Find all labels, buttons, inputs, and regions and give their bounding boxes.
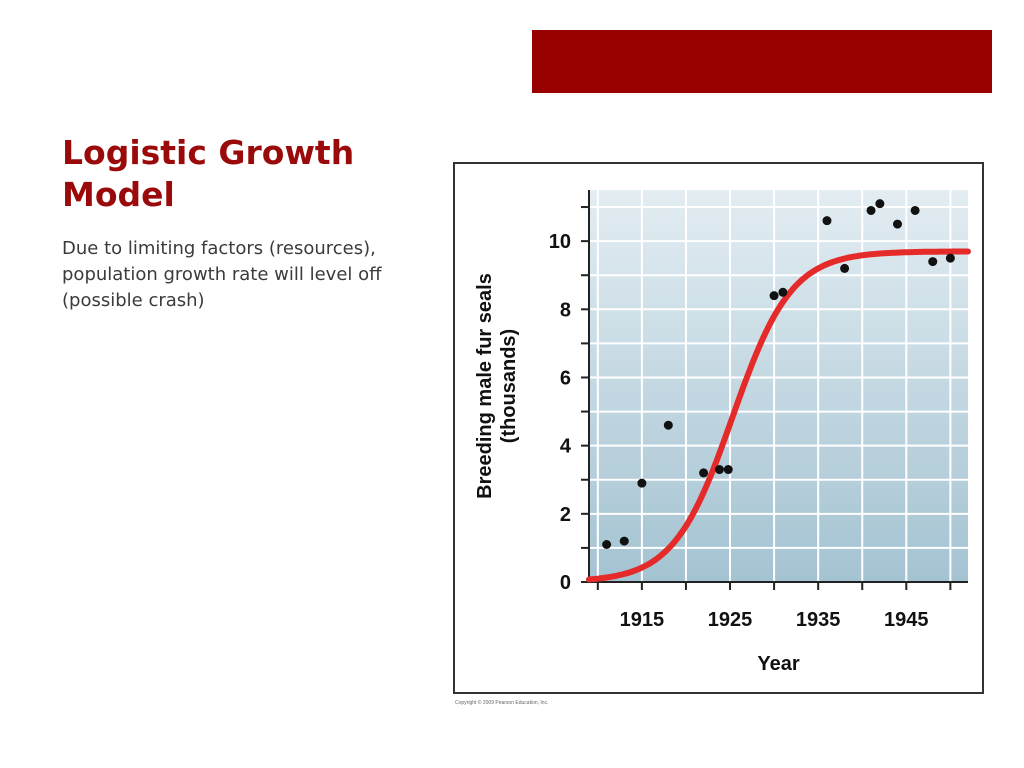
y-tick-label: 10: [549, 231, 571, 253]
data-point: [822, 216, 832, 226]
data-point: [945, 253, 955, 263]
logistic-growth-chart: 0 2 4 6 8 10 1915 1925 1935 1945 Year Breeding ma…: [474, 190, 971, 675]
y-tick-label: 8: [560, 299, 571, 321]
x-tick-label: 1915: [620, 609, 665, 631]
logistic-curve: [586, 248, 971, 583]
y-axis-title-line2: (thousands): [498, 329, 520, 443]
plot-area: [589, 190, 968, 582]
accent-bar: [532, 30, 992, 93]
logistic-curve-layer: [586, 248, 971, 583]
data-point: [892, 219, 902, 229]
x-tick-label: 1935: [796, 609, 841, 631]
x-axis-title: Year: [757, 653, 799, 675]
data-point: [619, 536, 629, 546]
data-point: [699, 468, 709, 478]
copyright-notice: Copyright © 2009 Pearson Education, Inc.: [455, 700, 549, 706]
slide-title: Logistic Growth Model: [62, 133, 355, 214]
data-point: [714, 465, 724, 475]
x-tick-label: 1945: [884, 609, 929, 631]
data-point: [602, 540, 612, 550]
data-point: [778, 287, 788, 297]
grid-lines: [589, 190, 968, 583]
data-point: [723, 465, 733, 475]
axes: [581, 190, 968, 590]
x-tick-label: 1925: [708, 609, 753, 631]
y-tick-label: 0: [560, 572, 571, 594]
figure-frame: 0 2 4 6 8 10 1915 1925 1935 1945 Year Breeding ma…: [453, 162, 984, 694]
data-points: [602, 199, 955, 550]
y-tick-label: 2: [560, 504, 571, 526]
data-point: [928, 257, 938, 267]
data-point: [910, 205, 920, 215]
slide-body-text: Due to limiting factors (resources), pop…: [62, 238, 382, 311]
data-point: [663, 420, 673, 430]
data-point: [637, 478, 647, 488]
tick-labels: 0 2 4 6 8 10 1915 1925 1935 1945: [549, 231, 929, 631]
y-tick-label: 4: [560, 436, 572, 458]
data-point: [875, 199, 885, 209]
y-axis-title-line1: Breeding male fur seals: [474, 273, 496, 499]
data-point: [769, 291, 779, 301]
data-point: [866, 205, 876, 215]
y-tick-label: 6: [560, 367, 571, 389]
data-point: [840, 263, 850, 273]
